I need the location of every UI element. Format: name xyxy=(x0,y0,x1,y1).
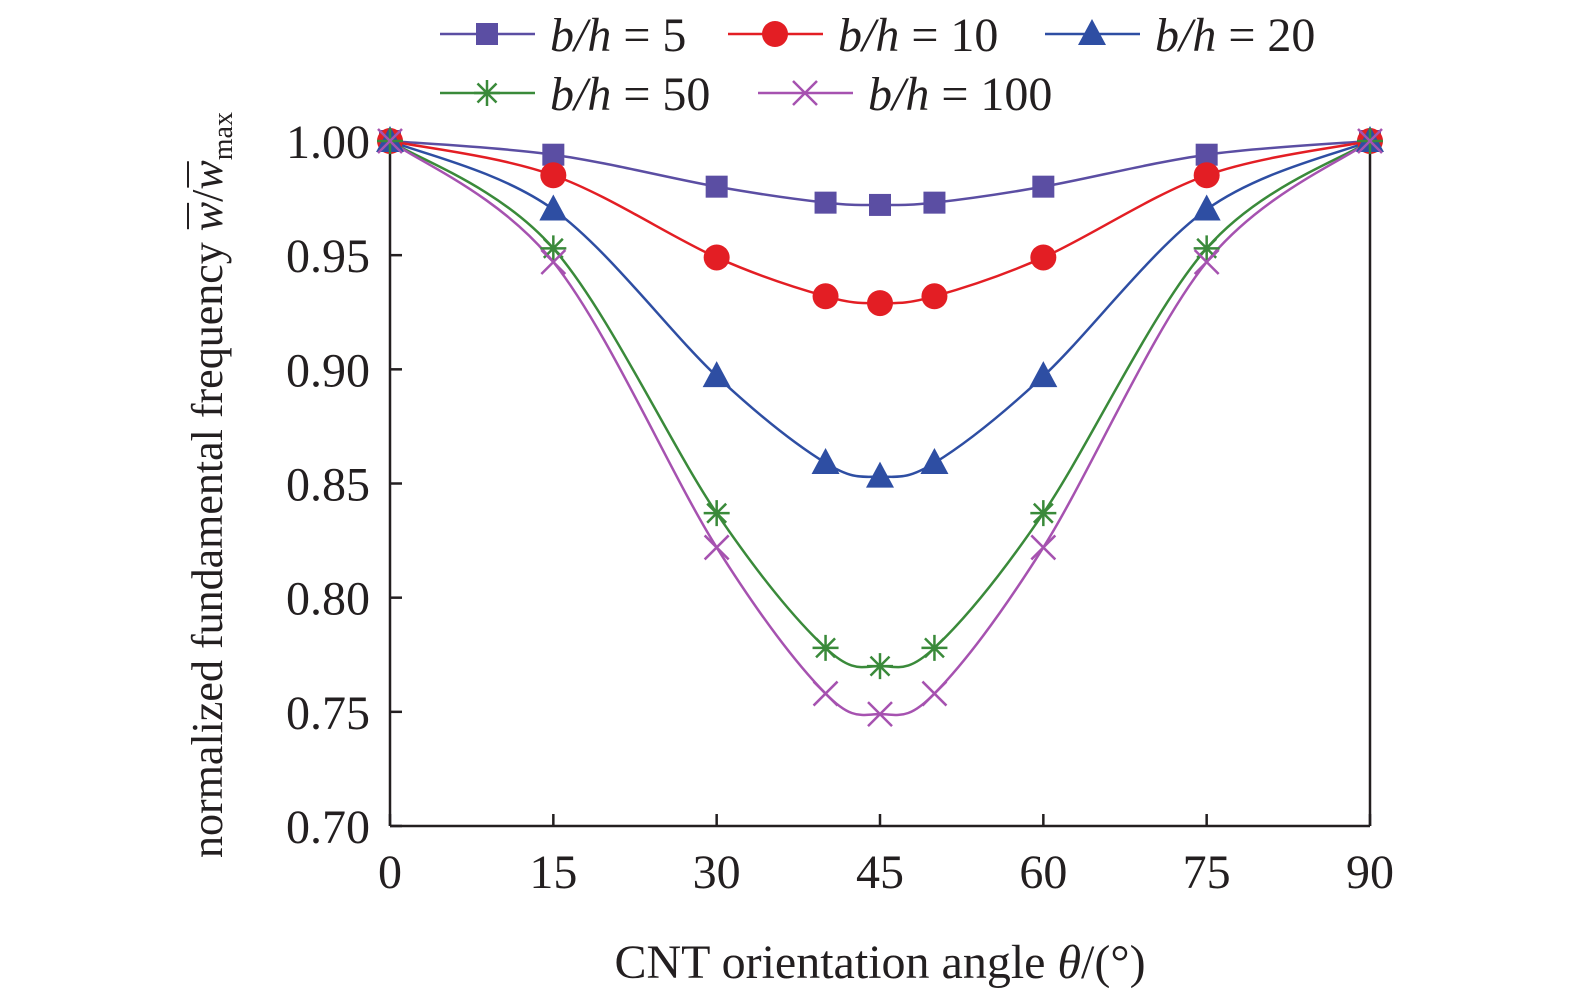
x-tick-label: 60 xyxy=(1019,846,1067,899)
svg-text:normalized fundamental frequen: normalized fundamental frequency w/wmax xyxy=(183,112,239,858)
y-tick-label: 1.00 xyxy=(286,116,370,169)
data-point xyxy=(812,283,839,310)
data-point xyxy=(1029,361,1058,388)
x-tick-label: 75 xyxy=(1183,846,1231,899)
data-point xyxy=(540,249,567,275)
legend-label: b/h = 20 xyxy=(1155,9,1315,62)
y-tick-label: 0.70 xyxy=(286,801,370,854)
x-tick-label: 0 xyxy=(378,846,402,899)
series-points-1 xyxy=(379,130,1381,216)
x-tick-label: 15 xyxy=(529,846,577,899)
series-line-4 xyxy=(389,139,1371,669)
data-point xyxy=(812,680,839,707)
data-point xyxy=(1032,175,1055,198)
legend-swatch-marker xyxy=(762,21,788,47)
x-tick-label: 30 xyxy=(693,846,741,899)
data-point xyxy=(1357,128,1383,154)
series-line-5 xyxy=(389,139,1371,717)
data-point xyxy=(1195,143,1218,166)
x-axis-label: CNT orientation angle θ/(°) xyxy=(614,936,1145,989)
series-markers xyxy=(376,126,1384,728)
legend-label: b/h = 50 xyxy=(550,68,710,121)
legend-item-2: b/h = 10 xyxy=(728,9,998,62)
legend-item-4: b/h = 50 xyxy=(440,68,710,121)
data-point xyxy=(377,128,403,154)
legend-label: b/h = 100 xyxy=(868,68,1052,121)
data-point xyxy=(867,290,893,317)
legend-swatch-marker xyxy=(792,80,818,106)
data-point xyxy=(1192,194,1221,221)
data-point xyxy=(923,191,946,214)
legend-swatch-marker xyxy=(476,23,498,45)
data-point xyxy=(1030,500,1057,527)
series-points-5 xyxy=(377,128,1383,728)
legend-swatch-marker xyxy=(474,80,500,106)
data-point xyxy=(703,500,730,527)
legend: b/h = 5 b/h = 10 b/h = 20 b/h = 50 b/h = 100 xyxy=(440,9,1315,121)
data-point xyxy=(1030,244,1057,271)
legend-item-3: b/h = 20 xyxy=(1045,9,1315,62)
data-point xyxy=(921,283,948,310)
data-point xyxy=(703,244,730,271)
data-point xyxy=(1030,534,1057,561)
data-point xyxy=(869,193,891,216)
data-point xyxy=(921,634,948,661)
legend-item-5: b/h = 100 xyxy=(758,68,1052,121)
legend-label: b/h = 5 xyxy=(550,9,686,62)
data-point xyxy=(702,361,731,388)
data-point xyxy=(703,534,730,561)
data-point xyxy=(705,175,728,198)
y-tick-label: 0.75 xyxy=(286,687,370,740)
data-point xyxy=(542,143,565,166)
data-point xyxy=(866,461,894,488)
data-point xyxy=(811,447,840,474)
y-tick-label: 0.80 xyxy=(286,573,370,626)
series-curves xyxy=(389,139,1371,717)
data-point xyxy=(921,680,948,707)
y-tick-label: 0.95 xyxy=(286,230,370,283)
data-point xyxy=(867,701,893,728)
data-point xyxy=(920,447,949,474)
data-point xyxy=(1193,249,1220,275)
data-point xyxy=(1193,235,1220,262)
data-point xyxy=(539,194,568,221)
y-tick-label: 0.85 xyxy=(286,459,370,512)
legend-label: b/h = 10 xyxy=(838,9,998,62)
axes: 0 15 30 45 60 75 90 0.70 0.75 0.80 0.85 0.90 0.95 1.0… xyxy=(286,116,1394,899)
data-point xyxy=(1193,162,1220,189)
series-line-2 xyxy=(389,139,1371,305)
legend-item-1: b/h = 5 xyxy=(440,9,686,62)
data-point xyxy=(540,235,567,262)
y-axis-label: normalized fundamental frequency w/wmax xyxy=(183,112,239,858)
data-point xyxy=(867,653,893,680)
data-point xyxy=(812,634,839,661)
data-point xyxy=(814,191,837,214)
x-tick-label: 45 xyxy=(856,846,904,899)
y-tick-label: 0.90 xyxy=(286,344,370,397)
data-point xyxy=(540,162,567,189)
legend-swatch-marker xyxy=(1078,19,1106,45)
x-tick-label: 90 xyxy=(1346,846,1394,899)
